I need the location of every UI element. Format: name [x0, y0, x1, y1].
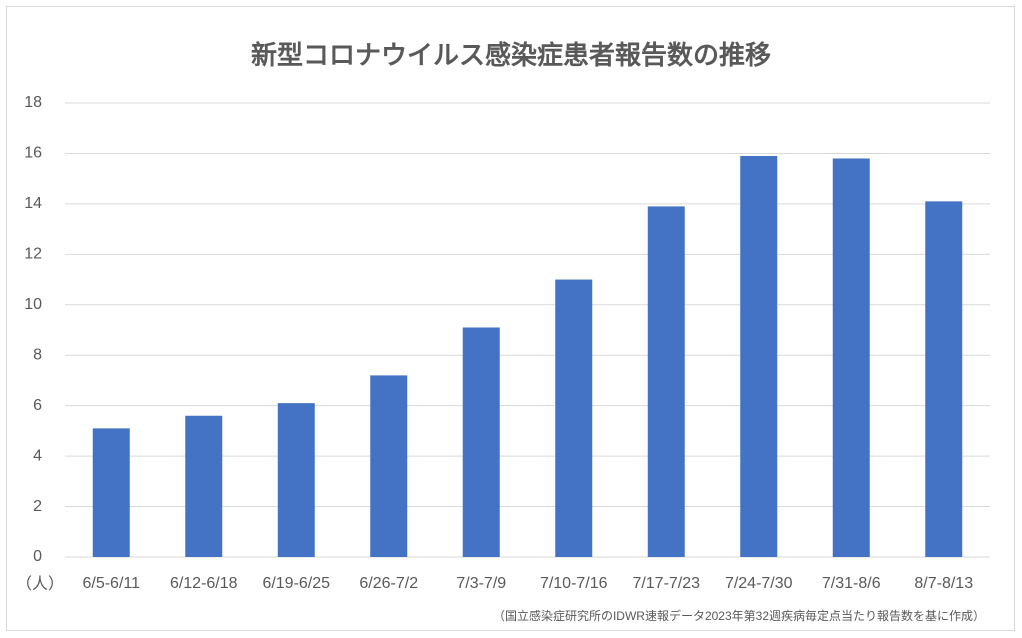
x-tick-label: 7/17-7/23 [632, 575, 700, 592]
y-tick-label: 18 [24, 94, 42, 111]
x-tick-label: 6/19-6/25 [262, 575, 330, 592]
y-unit: （人） [16, 575, 64, 593]
chart-title: 新型コロナウイルス感染症患者報告数の推移 [251, 40, 771, 70]
y-tick-label: 16 [24, 145, 42, 162]
y-tick-label: 4 [33, 447, 42, 464]
x-tick-label: 6/26-7/2 [359, 575, 418, 592]
bar [92, 428, 130, 557]
bar [277, 403, 315, 557]
source-note: （国立感染症研究所のIDWR速報データ2023年第32週疾病毎定点当たり報告数を… [493, 608, 985, 623]
y-tick-label: 14 [24, 195, 42, 212]
y-tick-label: 10 [24, 296, 42, 313]
bar [555, 279, 593, 557]
bar [185, 415, 223, 557]
x-tick-label: 6/5-6/11 [82, 575, 140, 592]
x-tick-label: 7/24-7/30 [725, 575, 793, 592]
bar [462, 327, 500, 557]
y-tick-label: 2 [33, 498, 42, 515]
x-tick-label: 7/31-8/6 [822, 575, 881, 592]
y-tick-label: 6 [33, 397, 42, 414]
x-tick-label: 7/3-7/9 [456, 575, 506, 592]
bar [370, 375, 408, 557]
x-tick-label: 8/7-8/13 [914, 575, 973, 592]
y-tick-label: 8 [33, 346, 42, 363]
y-tick-label: 0 [33, 548, 42, 565]
bar [925, 201, 963, 557]
bar [647, 206, 685, 557]
bar [832, 158, 870, 557]
bar [740, 155, 778, 557]
x-tick-label: 6/12-6/18 [170, 575, 238, 592]
x-tick-label: 7/10-7/16 [540, 575, 608, 592]
y-tick-label: 12 [24, 246, 42, 263]
